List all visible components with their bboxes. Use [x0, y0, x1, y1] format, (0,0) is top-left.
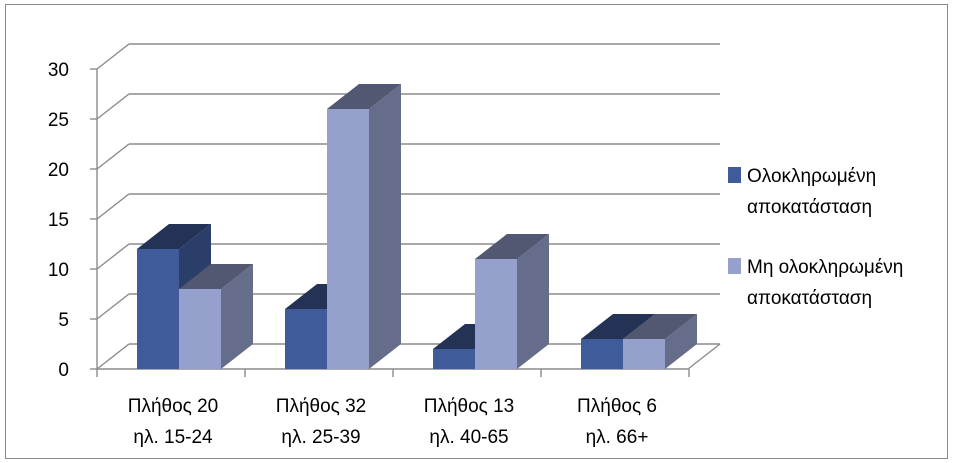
x-tick-label: Πλήθος 6 — [577, 396, 657, 417]
bar-side — [517, 234, 549, 369]
bar-side — [221, 264, 253, 369]
legend-swatch — [728, 258, 741, 274]
bar — [327, 109, 369, 369]
y-tick-label: 0 — [58, 360, 69, 381]
bar-top — [623, 314, 697, 339]
gridline-diagonal — [96, 93, 130, 120]
gridline-diagonal — [96, 193, 130, 220]
bar — [285, 309, 327, 369]
gridline-diagonal — [96, 43, 130, 70]
y-tick-label: 20 — [48, 160, 69, 181]
bar-side — [369, 84, 401, 369]
bar — [179, 289, 221, 369]
x-tick-label: ηλ. 40-65 — [429, 427, 508, 448]
bar-top — [581, 314, 655, 339]
x-tick-label: Πλήθος 20 — [128, 396, 219, 417]
bar — [623, 339, 665, 369]
y-tick-label: 15 — [48, 210, 69, 231]
bar — [137, 249, 179, 369]
x-tick-label: Πλήθος 13 — [424, 396, 515, 417]
bar — [433, 349, 475, 369]
gridline-diagonal — [96, 293, 130, 320]
bar-top — [137, 224, 211, 249]
gridline-diagonal — [96, 343, 130, 370]
x-tick-label: ηλ. 25-39 — [281, 427, 360, 448]
y-tick-label: 25 — [48, 110, 69, 131]
bar-top — [475, 234, 549, 259]
y-tick-label: 5 — [58, 310, 69, 331]
legend-label: αποκατάσταση — [747, 288, 872, 309]
bar — [475, 259, 517, 369]
gridline-diagonal — [96, 143, 130, 170]
y-tick-label: 10 — [48, 260, 69, 281]
bar-side — [665, 314, 697, 369]
legend-swatch — [728, 167, 741, 183]
floor-right-edge — [687, 343, 721, 370]
legend-label: Μη ολοκληρωμένη — [747, 257, 903, 278]
y-tick-label: 30 — [48, 60, 69, 81]
legend-label: αποκατάσταση — [747, 197, 872, 218]
bar-top — [179, 264, 253, 289]
bar — [581, 339, 623, 369]
x-tick-label: Πλήθος 32 — [276, 396, 367, 417]
bar-top — [327, 84, 401, 109]
gridline-diagonal — [96, 243, 130, 270]
legend-label: Ολοκληρωμένη — [747, 166, 876, 187]
x-tick-label: ηλ. 66+ — [586, 427, 649, 448]
x-tick-label: ηλ. 15-24 — [133, 427, 213, 448]
